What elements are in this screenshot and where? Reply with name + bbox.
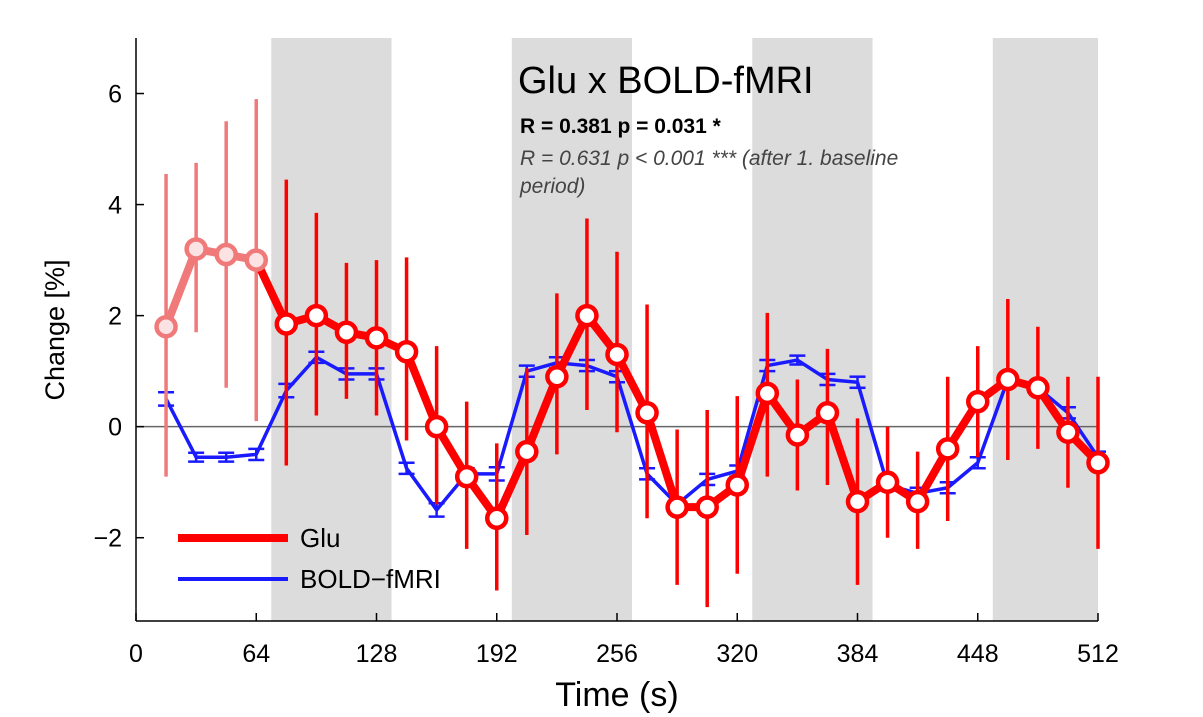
glu-point: [996, 367, 1020, 392]
stimulus-blocks: [271, 38, 1098, 621]
glu-baseline-point: [154, 314, 178, 339]
stimulus-block-3: [752, 38, 873, 621]
x-tick-label: 256: [596, 640, 638, 668]
glu-baseline-point: [214, 242, 238, 267]
glu-point: [935, 437, 960, 461]
y-axis-label: Change [%]: [40, 259, 70, 400]
glu-point: [575, 303, 599, 328]
glu-point: [755, 381, 780, 406]
glu-point: [364, 326, 389, 350]
glu-point: [274, 312, 299, 336]
glu-point: [905, 489, 930, 514]
glu-point: [605, 342, 629, 367]
x-tick-label: 320: [716, 640, 758, 668]
glu-baseline-point: [244, 248, 268, 272]
x-tick-label: 128: [356, 640, 398, 668]
glu-point: [725, 473, 749, 497]
stat-secondary-line2: period): [519, 175, 585, 198]
glu-point: [875, 470, 900, 494]
glu-point: [635, 401, 659, 425]
glu-point: [424, 414, 449, 439]
glu-baseline-point: [184, 237, 208, 261]
x-tick-label: 192: [476, 640, 518, 668]
x-tick-label: 448: [957, 640, 999, 668]
legend: Glu BOLD−fMRI: [178, 523, 441, 594]
glu-series: [154, 99, 1110, 608]
glu-point: [394, 339, 419, 364]
glu-point: [695, 495, 719, 519]
y-tick-label: 2: [108, 303, 122, 331]
glu-point: [515, 439, 539, 464]
glu-point: [665, 495, 689, 519]
stat-primary: R = 0.381 p = 0.031 *: [520, 115, 722, 138]
stat-secondary-line1: R = 0.631 p < 0.001 *** (after 1. baseli…: [520, 147, 898, 170]
glu-point: [785, 423, 810, 447]
legend-bold-label: BOLD−fMRI: [300, 564, 441, 594]
glu-point: [815, 401, 840, 425]
chart-title: Glu x BOLD-fMRI: [518, 60, 814, 102]
stimulus-block-2: [511, 38, 633, 621]
stimulus-block-4: [992, 38, 1098, 621]
x-axis-label: Time (s): [555, 676, 678, 714]
glu-point: [1056, 420, 1080, 444]
glu-point: [304, 303, 329, 328]
glu-point: [454, 464, 479, 489]
x-tick-label: 384: [837, 640, 879, 668]
y-tick-label: −2: [93, 525, 122, 553]
glu-baseline-line: [162, 244, 257, 329]
glu-point: [1026, 376, 1050, 400]
bold-line: [164, 355, 1100, 512]
glu-point: [966, 389, 990, 414]
glu-point: [545, 364, 569, 389]
y-tick-label: 4: [108, 192, 122, 220]
axes: −2 0 2 4 6 0 64 128 192 256 320 384 448 512: [93, 38, 1119, 668]
x-tick-label: 64: [242, 640, 270, 668]
legend-glu-label: Glu: [300, 523, 340, 553]
x-tick-label: 0: [129, 640, 143, 668]
glu-point: [334, 320, 359, 345]
x-tick-label: 512: [1077, 640, 1119, 668]
glu-point: [485, 506, 509, 531]
y-tick-label: 6: [108, 81, 122, 109]
glu-point: [1086, 451, 1110, 475]
y-tick-label: 0: [108, 414, 122, 442]
glu-point: [845, 489, 870, 514]
